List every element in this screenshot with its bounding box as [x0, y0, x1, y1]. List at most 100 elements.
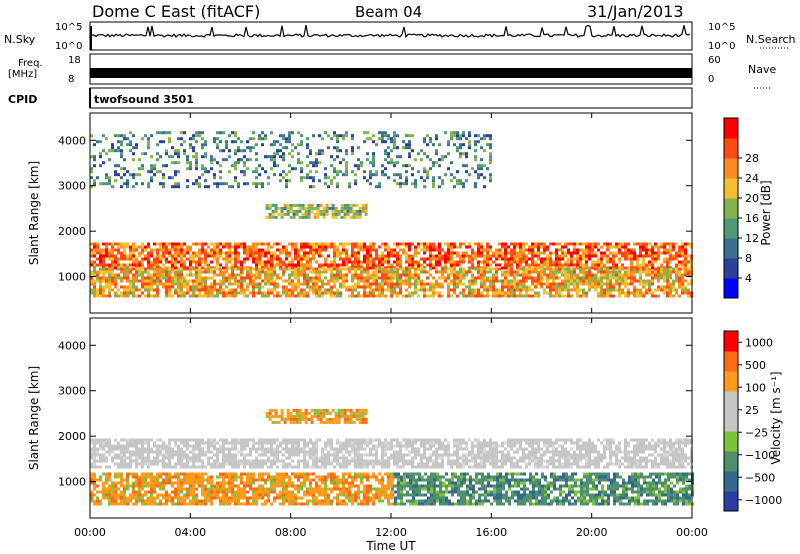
power-cell — [378, 267, 381, 271]
nsky-label: N.Sky — [4, 33, 36, 46]
power-cell — [408, 291, 411, 295]
power-cell — [534, 276, 537, 280]
power-cell — [129, 143, 132, 147]
power-cell — [300, 288, 303, 292]
power-cell — [291, 291, 294, 295]
power-cell — [561, 273, 564, 277]
power-cell — [345, 152, 348, 156]
power-cell — [339, 276, 342, 280]
power-cell — [468, 254, 471, 258]
power-cell — [265, 203, 269, 207]
velocity-cell — [483, 456, 486, 460]
power-cell — [513, 257, 516, 261]
power-cell — [237, 185, 240, 189]
power-cell — [372, 257, 375, 261]
power-cell — [303, 288, 306, 292]
power-cell — [369, 161, 372, 165]
power-cell — [210, 158, 213, 162]
power-cell — [358, 209, 362, 213]
velocity-cell — [252, 447, 255, 451]
power-cell — [501, 285, 504, 289]
power-cell — [561, 251, 564, 255]
power-cell — [393, 134, 396, 138]
power-cell — [93, 242, 96, 246]
power-cell — [261, 254, 264, 258]
power-cell — [108, 282, 111, 286]
power-cell — [678, 273, 681, 277]
power-cell — [177, 279, 180, 283]
power-cell — [423, 179, 426, 183]
power-cell — [561, 267, 564, 271]
power-cell — [669, 273, 672, 277]
power-cell — [609, 291, 612, 295]
power-cell — [111, 245, 114, 249]
power-cell — [384, 242, 387, 246]
power-cell — [666, 270, 669, 274]
power-cell — [195, 273, 198, 277]
power-cell — [354, 254, 357, 258]
power-cell — [147, 254, 150, 258]
power-cell — [162, 285, 165, 289]
power-cell — [354, 182, 357, 186]
velocity-cell — [432, 441, 435, 445]
velocity-cell — [183, 456, 186, 460]
power-cell — [393, 273, 396, 277]
power-cell — [597, 260, 600, 264]
velocity-cell — [138, 450, 141, 454]
power-cell — [600, 260, 603, 264]
power-cell — [135, 267, 138, 271]
velocity-cell — [465, 459, 468, 463]
velocity-cell — [501, 465, 504, 469]
velocity-cell — [105, 438, 108, 442]
power-cell — [303, 248, 306, 252]
velocity-cell — [363, 453, 366, 457]
power-cell — [564, 263, 567, 267]
power-cell — [435, 260, 438, 264]
power-cell — [555, 285, 558, 289]
power-cell — [387, 288, 390, 292]
cpid-label: CPID — [8, 93, 37, 106]
power-cell — [339, 257, 342, 261]
power-cell — [351, 263, 354, 267]
velocity-cell — [372, 438, 375, 442]
power-cell — [255, 182, 258, 186]
power-cell — [366, 294, 369, 298]
power-cell — [285, 173, 288, 177]
power-cell — [249, 251, 252, 255]
velocity-cell — [483, 438, 486, 442]
power-cell — [261, 242, 264, 246]
power-cell — [219, 131, 222, 135]
power-cell — [504, 285, 507, 289]
power-cell — [423, 260, 426, 264]
velocity-cell — [393, 438, 396, 442]
velocity-cell — [264, 441, 267, 445]
velocity-cell — [453, 438, 456, 442]
power-cell — [294, 276, 297, 280]
power-cell — [93, 273, 96, 277]
velocity-cell — [312, 459, 315, 463]
power-cell — [93, 263, 96, 267]
power-cell — [396, 134, 399, 138]
power-cell — [345, 131, 348, 135]
power-cell — [114, 173, 117, 177]
power-cell — [351, 273, 354, 277]
power-cell — [126, 291, 129, 295]
power-cell — [543, 270, 546, 274]
power-cell — [276, 263, 279, 267]
power-cell — [273, 251, 276, 255]
velocity-cell — [219, 447, 222, 451]
power-cell — [114, 260, 117, 264]
power-cell — [567, 288, 570, 292]
velocity-cell — [489, 441, 492, 445]
power-cell — [366, 257, 369, 261]
power-cell — [96, 294, 99, 298]
velocity-cell — [414, 453, 417, 457]
power-cell — [447, 273, 450, 277]
velocity-cell — [369, 462, 372, 466]
power-cell — [510, 285, 513, 289]
power-cell — [546, 263, 549, 267]
power-cell — [102, 251, 105, 255]
power-cell — [558, 291, 561, 295]
power-cell — [138, 270, 141, 274]
power-cell — [378, 257, 381, 261]
